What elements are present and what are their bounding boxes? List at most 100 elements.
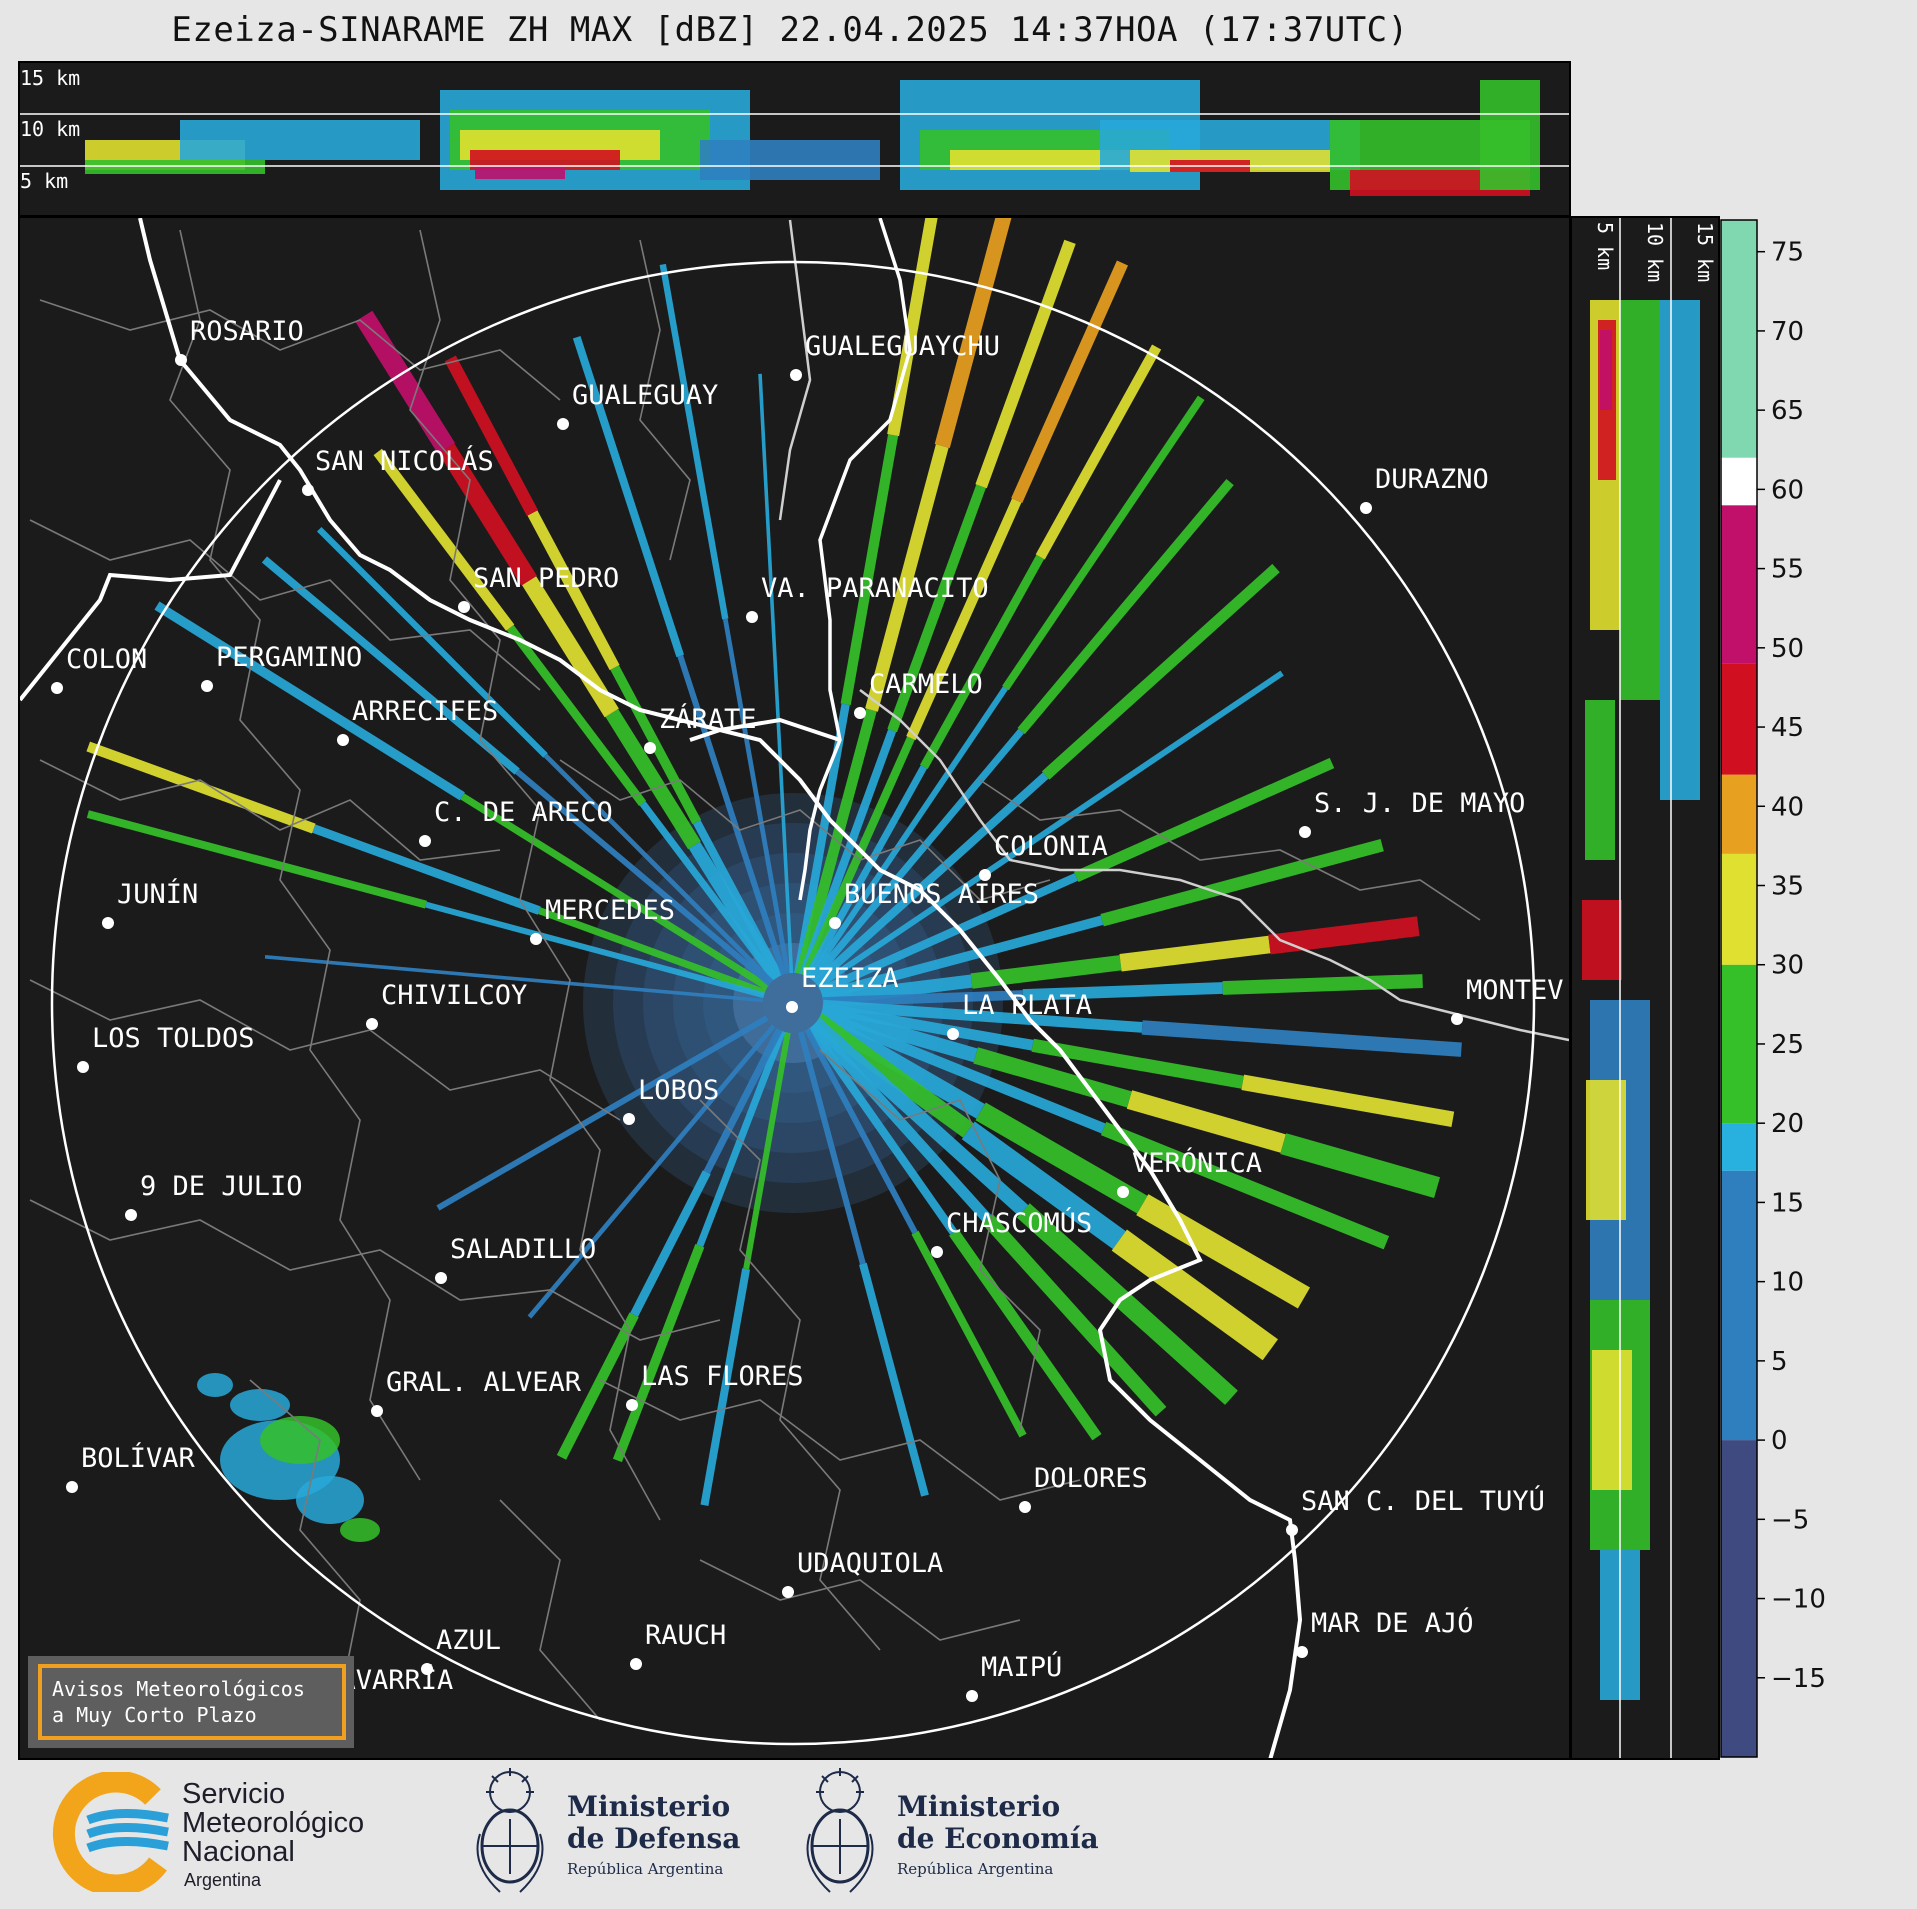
storm-cell-2 xyxy=(296,1476,364,1524)
economia-line-2: de Economía xyxy=(897,1822,1099,1855)
top-echo-17 xyxy=(1480,80,1540,190)
defensa-line-1: Ministerio xyxy=(567,1790,731,1823)
place-label-18: EZEIZA xyxy=(801,963,899,994)
place-label-22: LOS TOLDOS xyxy=(92,1023,255,1054)
smn-line-3: Nacional xyxy=(182,1836,295,1868)
range-ring-240km xyxy=(50,260,1536,1746)
place-label-17: MERCEDES xyxy=(545,895,675,926)
echo-ray-28-0 xyxy=(804,1028,918,1234)
echo-ray-21-2 xyxy=(1126,1090,1286,1153)
echo-ray-23-2 xyxy=(1136,1194,1311,1309)
place-label-36: MAR DE AJÓ xyxy=(1311,1607,1474,1639)
place-dot-17 xyxy=(530,933,542,945)
colorbar-band-3 xyxy=(1721,964,1757,1124)
top-echo-1 xyxy=(85,160,265,174)
place-dot-13 xyxy=(419,835,431,847)
echo-ray-38-0 xyxy=(515,769,772,987)
smn-logo-icon xyxy=(52,1772,169,1892)
echo-ray-39-1 xyxy=(316,526,548,758)
echo-ray-25-1 xyxy=(1016,1203,1238,1405)
place-dot-38 xyxy=(966,1690,978,1702)
colorbar-tick-label-8: 35 xyxy=(1771,872,1804,902)
top-height-label-15: 15 km xyxy=(20,66,80,90)
place-dot-20 xyxy=(366,1018,378,1030)
place-dot-23 xyxy=(623,1113,635,1125)
place-label-27: SALADILLO xyxy=(450,1234,596,1265)
echo-ray-10-2 xyxy=(1035,344,1162,560)
place-label-30: BOLÍVAR xyxy=(81,1442,196,1474)
echo-ray-6-2 xyxy=(887,218,938,437)
colorbar-band-2 xyxy=(1721,1123,1757,1171)
place-dot-24 xyxy=(1117,1186,1129,1198)
place-dot-28 xyxy=(371,1405,383,1417)
echo-ray-6-1 xyxy=(840,434,899,706)
coastline-and-rivers xyxy=(20,218,1303,1758)
smn-line-1: Servicio xyxy=(182,1778,286,1810)
colorbar-band-1 xyxy=(1721,1170,1757,1441)
echo-ray-40-0 xyxy=(264,955,764,1003)
radar-echo-rays xyxy=(86,218,1462,1506)
colorbar-tick-label-10: 25 xyxy=(1771,1030,1804,1060)
echo-ray-18-2 xyxy=(1222,974,1423,995)
place-dot-7 xyxy=(51,682,63,694)
place-label-3: SAN NICOLÁS xyxy=(315,445,494,477)
colorbar-tick-label-9: 30 xyxy=(1771,951,1804,981)
echo-ray-37-0 xyxy=(460,793,770,991)
place-label-9: CARMELO xyxy=(869,669,983,700)
colorbar-tick-label-17: −10 xyxy=(1771,1585,1826,1615)
colorbar-band-7 xyxy=(1721,505,1757,664)
place-dot-3 xyxy=(302,484,314,496)
echo-ray-24-2 xyxy=(1111,1229,1278,1361)
place-label-29: LAS FLORES xyxy=(641,1361,804,1392)
echo-ray-36-1 xyxy=(86,810,427,909)
place-dot-11 xyxy=(644,742,656,754)
echo-ray-35-0 xyxy=(538,907,767,997)
colorbar-tick-label-4: 55 xyxy=(1771,555,1804,585)
place-dot-26 xyxy=(931,1246,943,1258)
echo-ray-26-1 xyxy=(981,1213,1167,1417)
echo-ray-21-1 xyxy=(973,1047,1132,1108)
side-height-label-10: 10 km xyxy=(1643,222,1667,282)
short-term-warnings-notice[interactable]: Avisos Meteorológicos a Muy Corto Plazo xyxy=(28,1656,354,1748)
place-label-20: CHIVILCOY xyxy=(381,980,527,1011)
echo-ray-20-2 xyxy=(1241,1074,1455,1128)
top-echo-2 xyxy=(180,120,420,160)
echo-ray-11-1 xyxy=(1002,395,1205,691)
echo-ray-21-3 xyxy=(1280,1133,1441,1199)
place-label-33: UDAQUIOLA xyxy=(797,1548,943,1579)
place-label-12: S. J. DE MAYO xyxy=(1314,788,1525,819)
place-dot-6 xyxy=(746,611,758,623)
echo-ray-26-0 xyxy=(809,1021,992,1223)
echo-ray-7-2 xyxy=(934,218,1012,449)
place-label-16: BUENOS AIRES xyxy=(844,879,1039,910)
echo-ray-34-0 xyxy=(436,1015,769,1211)
colorbar-band-8 xyxy=(1721,457,1757,506)
echo-ray-37-1 xyxy=(154,601,465,801)
colorbar-tick-label-0: 75 xyxy=(1771,238,1804,268)
echo-ray-28-1 xyxy=(911,1230,1027,1438)
place-dot-34 xyxy=(421,1663,433,1675)
side-echo-3 xyxy=(1620,300,1660,700)
echo-ray-21-0 xyxy=(819,1004,978,1063)
echo-ray-5-0 xyxy=(758,373,794,974)
echo-ray-38-1 xyxy=(261,556,520,775)
colorbar-tick-label-3: 60 xyxy=(1771,475,1804,505)
radar-map-panel: ROSARIO GUALEGUAYCHU GUALEGUAY SAN NICOLÁS D… xyxy=(18,216,1571,1760)
side-height-label-5: 5 km xyxy=(1593,222,1617,270)
place-dot-10 xyxy=(337,734,349,746)
side-cross-section-panel: 5 km 10 km 15 km xyxy=(1570,216,1720,1760)
top-height-label-5: 5 km xyxy=(20,169,68,193)
place-label-21: LA PLATA xyxy=(962,990,1092,1021)
chart-title: Ezeiza-SINARAME ZH MAX [dBZ] 22.04.2025 … xyxy=(171,10,1409,50)
echo-ray-14-0 xyxy=(816,670,1284,989)
place-dot-27 xyxy=(435,1272,447,1284)
smn-line-4: Argentina xyxy=(184,1870,262,1890)
top-echo-7 xyxy=(475,165,565,179)
side-echo-2 xyxy=(1600,330,1612,410)
place-label-19: MONTEV xyxy=(1466,975,1564,1006)
place-dot-12 xyxy=(1299,826,1311,838)
place-label-25: 9 DE JULIO xyxy=(140,1171,303,1202)
place-dot-1 xyxy=(790,369,802,381)
echo-ray-0-3 xyxy=(438,443,537,586)
